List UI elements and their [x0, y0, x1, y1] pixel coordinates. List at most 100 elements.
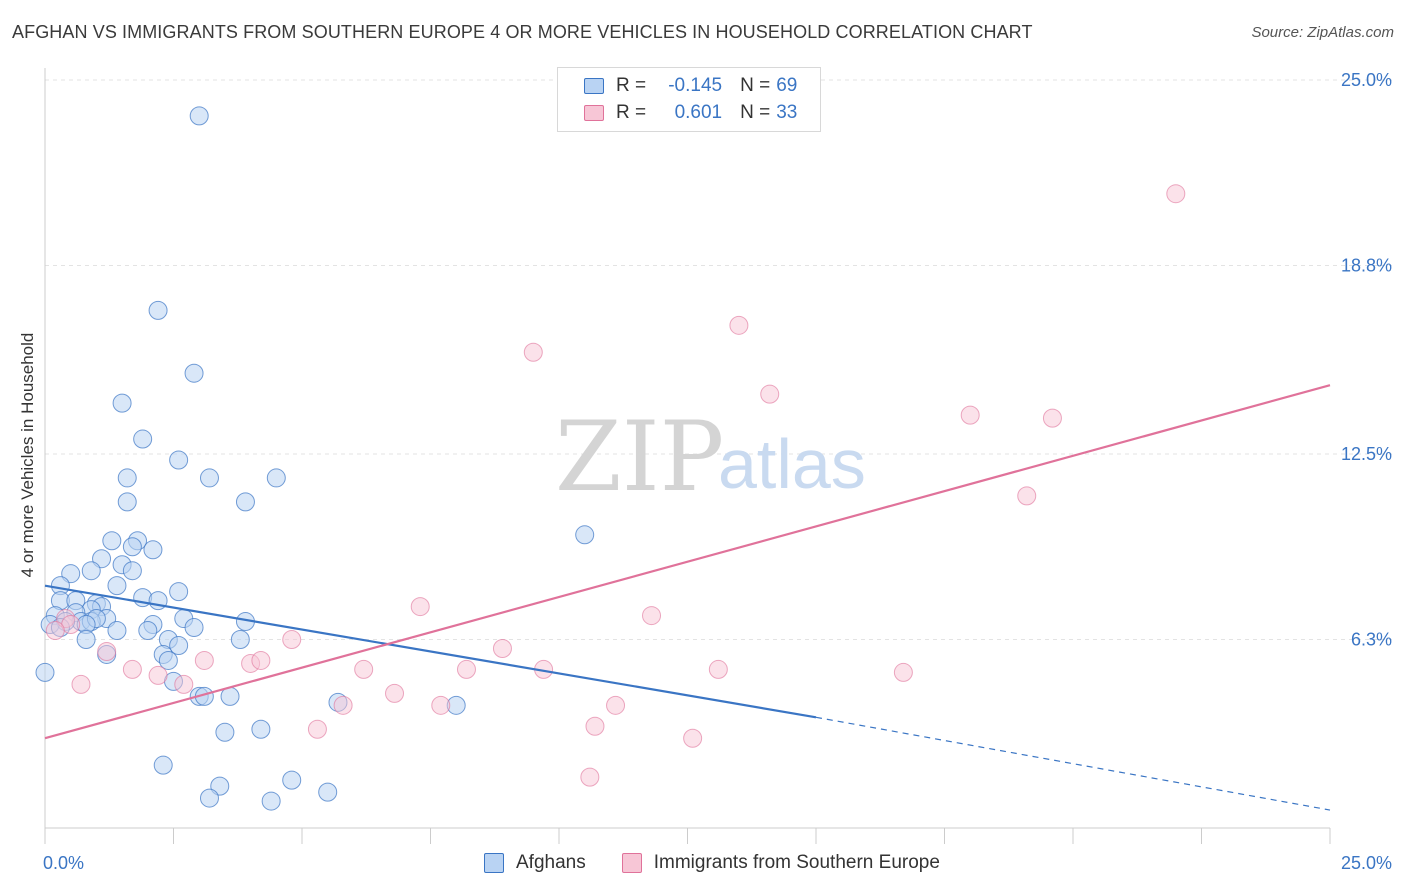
legend-item-afghans[interactable]: Afghans	[484, 852, 586, 874]
afghans-trend-line	[44, 584, 817, 719]
immigrants-points	[45, 184, 1186, 787]
immigrants-point	[492, 638, 512, 658]
immigrants-n-label: N =	[740, 102, 771, 123]
immigrants-point	[122, 659, 142, 679]
afghans-point	[235, 492, 255, 512]
x-tick-label-max: 25.0%	[1341, 853, 1392, 873]
afghans-point	[169, 635, 189, 655]
immigrants-point	[523, 342, 543, 362]
chart-title: AFGHAN VS IMMIGRANTS FROM SOUTHERN EUROP…	[12, 22, 1033, 42]
legend-item-immigrants[interactable]: Immigrants from Southern Europe	[621, 852, 940, 874]
axes	[44, 68, 1331, 844]
afghans-point	[76, 630, 96, 650]
y-tick-label: 25.0%	[1341, 70, 1392, 90]
x-tick-label-min: 0.0%	[43, 853, 84, 873]
immigrants-point	[410, 597, 430, 617]
afghans-point	[117, 468, 137, 488]
afghans-point	[35, 662, 55, 682]
afghans-point	[138, 621, 158, 641]
tick-labels: 6.3% 12.5% 18.8% 25.0% 0.0% 25.0%	[43, 70, 1392, 873]
legend-row-immigrants: R = 0.601 N = 33	[584, 100, 797, 126]
y-tick-label: 12.5%	[1341, 444, 1392, 464]
immigrants-point	[148, 665, 168, 685]
afghans-point	[169, 582, 189, 602]
afghans-point	[318, 782, 338, 802]
immigrants-legend-label: Immigrants from Southern Europe	[653, 852, 940, 873]
immigrants-point	[1042, 408, 1062, 428]
afghans-point	[266, 468, 286, 488]
immigrants-point	[580, 767, 600, 787]
afghans-point	[215, 722, 235, 742]
afghans-point	[189, 106, 209, 126]
immigrants-point	[585, 716, 605, 736]
grid-lines	[45, 79, 1392, 641]
immigrants-r-label: R =	[616, 102, 647, 123]
immigrants-point	[431, 695, 451, 715]
immigrants-point	[71, 674, 91, 694]
afghans-point	[102, 531, 122, 551]
immigrants-point	[729, 315, 749, 335]
watermark-zip: ZIP	[555, 401, 724, 513]
immigrants-r-value: 0.601	[674, 102, 723, 123]
immigrants-point	[174, 674, 194, 694]
afghans-point	[261, 791, 281, 811]
immigrants-point	[760, 384, 780, 404]
immigrants-point	[708, 659, 728, 679]
afghans-point	[199, 468, 219, 488]
afghans-point	[107, 621, 127, 641]
immigrants-trend-line	[44, 384, 1331, 740]
immigrants-point	[1017, 486, 1037, 506]
afghans-point	[575, 525, 595, 545]
afghans-point	[122, 561, 142, 581]
source-label: Source: ZipAtlas.com	[1251, 24, 1394, 41]
afghans-n-value: 69	[776, 75, 798, 96]
stats-legend: R = -0.145 N = 69 R = 0.601 N = 33	[557, 67, 821, 132]
immigrants-legend-swatch	[621, 853, 642, 873]
afghans-point	[143, 540, 163, 560]
afghans-point	[184, 363, 204, 383]
immigrants-point	[1166, 184, 1186, 204]
afghans-point	[184, 618, 204, 638]
afghans-point	[112, 393, 132, 413]
afghans-legend-swatch	[484, 853, 504, 873]
immigrants-point	[683, 728, 703, 748]
immigrants-point	[194, 650, 214, 670]
immigrants-point	[456, 659, 476, 679]
afghans-point	[158, 650, 178, 670]
immigrants-point	[385, 683, 405, 703]
immigrants-point	[307, 719, 327, 739]
trend-lines	[44, 384, 1331, 811]
afghans-point	[81, 561, 101, 581]
immigrants-point	[251, 650, 271, 670]
afghans-r-value: -0.145	[668, 75, 723, 96]
afghans-point	[117, 492, 137, 512]
watermark: ZIP atlas	[555, 401, 866, 513]
afghans-trend-extension	[815, 716, 1331, 811]
afghans-point	[107, 576, 127, 596]
series-legend: Afghans Immigrants from Southern Europe	[484, 852, 976, 874]
afghans-point	[230, 630, 250, 650]
afghans-point	[148, 300, 168, 320]
immigrants-point	[893, 662, 913, 682]
immigrants-swatch	[584, 105, 604, 121]
afghans-point	[282, 770, 302, 790]
afghans-points	[35, 106, 595, 811]
immigrants-point	[97, 641, 117, 661]
afghans-point	[122, 537, 142, 557]
afghans-point	[199, 788, 219, 808]
watermark-atlas: atlas	[718, 425, 866, 503]
afghans-point	[153, 755, 173, 775]
immigrants-point	[45, 621, 65, 641]
afghans-point	[133, 429, 153, 449]
afghans-n-label: N =	[740, 75, 771, 96]
immigrants-point	[960, 405, 980, 425]
immigrants-point	[606, 695, 626, 715]
afghans-point	[169, 450, 189, 470]
y-tick-label: 18.8%	[1341, 256, 1392, 276]
afghans-legend-label: Afghans	[516, 852, 586, 873]
afghans-swatch	[584, 78, 604, 94]
y-tick-label: 6.3%	[1351, 630, 1392, 650]
immigrants-point	[333, 695, 353, 715]
legend-row-afghans: R = -0.145 N = 69	[584, 73, 797, 99]
